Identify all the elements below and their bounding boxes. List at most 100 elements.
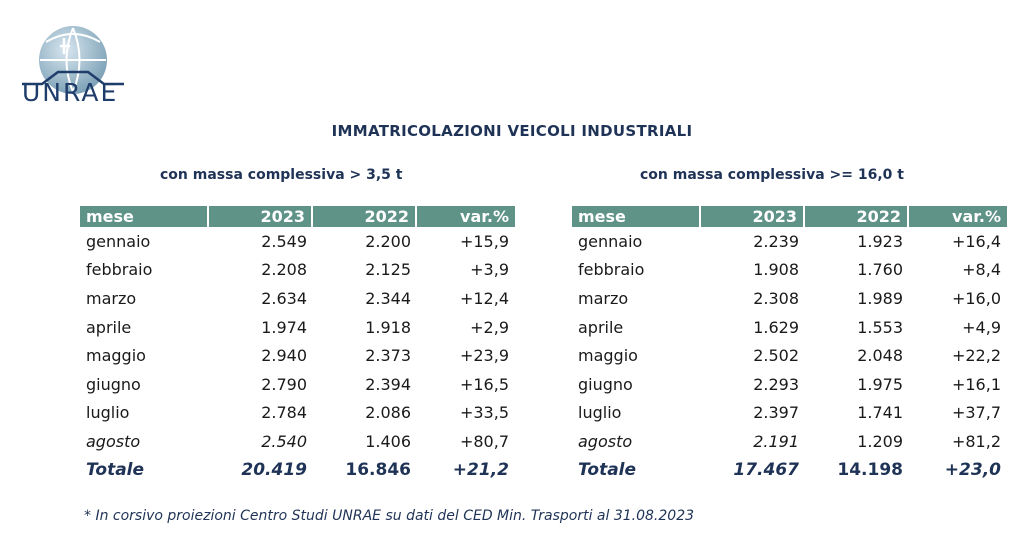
cell-total-2023: 20.419 [241,460,307,481]
cell-2023: 2.540 [261,431,307,451]
cell-2022: 1.553 [857,317,903,337]
cell-2023: 2.308 [753,288,799,308]
header-2022: 2022 [805,206,909,227]
cell-total-label: Totale [578,460,637,481]
cell-2023: 2.502 [753,346,799,366]
cell-month: luglio [578,403,622,423]
cell-2022: 2.394 [365,374,411,394]
cell-2022: 1.406 [365,431,411,451]
footnote: * In corsivo proiezioni Centro Studi UNR… [84,508,695,524]
table-row: luglio 2.784 2.086 +33,5 [80,399,515,428]
table-row: febbraio 1.908 1.760 +8,4 [572,256,1007,285]
cell-2023: 1.974 [261,317,307,337]
cell-2022: 2.125 [365,260,411,280]
header-2023: 2023 [701,206,805,227]
table-row: aprile 1.974 1.918 +2,9 [80,313,515,342]
cell-month: maggio [86,346,146,366]
cell-2022: 2.344 [365,288,411,308]
cell-2022: 1.989 [857,288,903,308]
header-mese: mese [80,206,209,227]
table-row: aprile 1.629 1.553 +4,9 [572,313,1007,342]
cell-month: giugno [86,374,141,394]
cell-var: +2,9 [470,317,509,337]
cell-2022: 1.918 [365,317,411,337]
cell-2023: 2.239 [753,231,799,251]
table-row: giugno 2.293 1.975 +16,1 [572,370,1007,399]
cell-2022: 2.048 [857,346,903,366]
cell-var: +37,7 [951,403,1001,423]
cell-var: +3,9 [470,260,509,280]
table-row-projection: agosto 2.540 1.406 +80,7 [80,427,515,456]
table-row-projection: agosto 2.191 1.209 +81,2 [572,427,1007,456]
cell-2023: 2.397 [753,403,799,423]
cell-total-2023: 17.467 [733,460,799,481]
table-total-row: Totale 17.467 14.198 +23,0 [572,456,1007,485]
cell-2023: 2.634 [261,288,307,308]
cell-month: maggio [578,346,638,366]
cell-2023: 2.549 [261,231,307,251]
table-row: marzo 2.308 1.989 +16,0 [572,284,1007,313]
cell-month: agosto [86,431,141,451]
cell-var: +4,9 [962,317,1001,337]
table-row: marzo 2.634 2.344 +12,4 [80,284,515,313]
cell-var: +80,7 [459,431,509,451]
cell-month: marzo [578,288,629,308]
cell-var: +16,5 [459,374,509,394]
table-header-row: mese 2023 2022 var.% [80,206,515,227]
cell-total-2022: 14.198 [837,460,903,481]
cell-month: gennaio [86,231,151,251]
cell-var: +12,4 [459,288,509,308]
header-2023: 2023 [209,206,313,227]
cell-2022: 1.760 [857,260,903,280]
cell-2023: 2.293 [753,374,799,394]
table-row: gennaio 2.549 2.200 +15,9 [80,227,515,256]
cell-2022: 1.209 [857,431,903,451]
cell-month: aprile [86,317,132,337]
header-var: var.% [417,206,515,227]
cell-2023: 2.940 [261,346,307,366]
cell-2023: 2.208 [261,260,307,280]
cell-2022: 2.086 [365,403,411,423]
registrations-table-16t: mese 2023 2022 var.% gennaio 2.239 1.923… [572,206,1007,484]
header-var: var.% [909,206,1007,227]
cell-var: +16,0 [951,288,1001,308]
cell-var: +15,9 [459,231,509,251]
cell-2023: 2.784 [261,403,307,423]
cell-2022: 1.741 [857,403,903,423]
table-right-subtitle: con massa complessiva >= 16,0 t [640,167,904,183]
cell-total-label: Totale [86,460,145,481]
cell-month: luglio [86,403,130,423]
table-row: luglio 2.397 1.741 +37,7 [572,399,1007,428]
page-title: IMMATRICOLAZIONI VEICOLI INDUSTRIALI [331,122,693,140]
cell-var: +33,5 [459,403,509,423]
cell-2023: 2.790 [261,374,307,394]
table-row: maggio 2.502 2.048 +22,2 [572,341,1007,370]
table-row: febbraio 2.208 2.125 +3,9 [80,256,515,285]
table-total-row: Totale 20.419 16.846 +21,2 [80,456,515,485]
cell-month: febbraio [578,260,645,280]
cell-total-var: +23,0 [944,460,1001,481]
cell-2023: 2.191 [753,431,799,451]
table-row: gennaio 2.239 1.923 +16,4 [572,227,1007,256]
cell-2022: 1.923 [857,231,903,251]
globe-icon [22,26,124,94]
cell-2022: 2.373 [365,346,411,366]
table-row: giugno 2.790 2.394 +16,5 [80,370,515,399]
cell-var: +16,4 [951,231,1001,251]
cell-total-var: +21,2 [452,460,509,481]
header-mese: mese [572,206,701,227]
cell-month: giugno [578,374,633,394]
cell-var: +16,1 [951,374,1001,394]
cell-month: gennaio [578,231,643,251]
cell-2022: 2.200 [365,231,411,251]
cell-2023: 1.908 [753,260,799,280]
cell-month: marzo [86,288,137,308]
table-row: maggio 2.940 2.373 +23,9 [80,341,515,370]
logo-text: UNRAE [22,78,119,107]
cell-total-2022: 16.846 [345,460,411,481]
cell-var: +22,2 [951,346,1001,366]
cell-month: febbraio [86,260,153,280]
cell-month: aprile [578,317,624,337]
header-2022: 2022 [313,206,417,227]
cell-2022: 1.975 [857,374,903,394]
